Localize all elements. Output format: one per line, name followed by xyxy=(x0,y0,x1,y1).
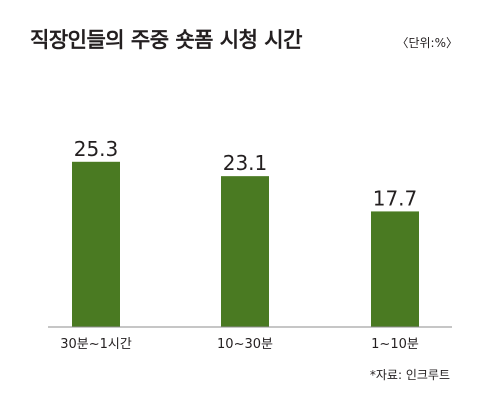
labels-layer: 25.3 30분~1시간 23.1 10~30분 17.7 1~10분 xyxy=(60,137,419,352)
value-label-1: 25.3 xyxy=(74,137,119,161)
bar-2 xyxy=(221,176,269,327)
source-note: *자료: 인크루트 xyxy=(369,368,450,382)
value-label-2: 23.1 xyxy=(223,151,268,175)
category-label-2: 10~30분 xyxy=(217,337,273,352)
value-label-3: 17.7 xyxy=(373,186,418,210)
bar-3 xyxy=(371,211,419,327)
chart-title: 직장인들의 주중 숏폼 시청 시간 xyxy=(30,28,302,52)
category-label-3: 1~10분 xyxy=(371,337,419,352)
bars-layer xyxy=(72,161,419,327)
unit-label: 〈단위:%〉 xyxy=(396,36,458,50)
category-label-1: 30분~1시간 xyxy=(60,337,132,352)
bar-1 xyxy=(72,161,120,327)
